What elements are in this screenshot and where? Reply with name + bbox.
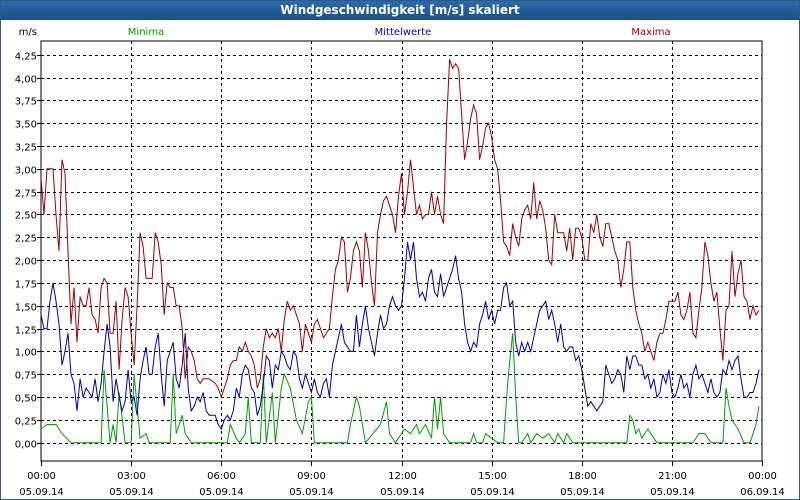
y-axis-label: m/s bbox=[19, 27, 37, 38]
series-line-maxima bbox=[40, 59, 760, 399]
series-line-minima bbox=[40, 333, 760, 444]
x-tick-label-date: 05.09.14 bbox=[380, 487, 425, 498]
y-tick-label: 4,00 bbox=[15, 75, 37, 86]
y-tick-label: 2,50 bbox=[15, 211, 37, 222]
plot-area bbox=[40, 40, 763, 462]
y-tick-label: 3,75 bbox=[15, 97, 37, 108]
x-tick-label-date: 05.09.14 bbox=[19, 487, 64, 498]
x-tick-label-time: 03:00 bbox=[117, 471, 146, 482]
legend-entry-maxima: Maxima bbox=[631, 27, 670, 38]
y-tick-label: 0,25 bbox=[15, 417, 37, 428]
y-tick-label: 3,25 bbox=[15, 143, 37, 154]
x-tick-label-date: 05.09.14 bbox=[289, 487, 334, 498]
y-tick-label: 1,00 bbox=[15, 348, 37, 359]
x-tick-label-time: 21:00 bbox=[658, 471, 687, 482]
x-tick-label-time: 12:00 bbox=[388, 471, 417, 482]
x-tick-label-date: 05.09.14 bbox=[470, 487, 515, 498]
y-tick-label: 2,75 bbox=[15, 189, 37, 200]
x-tick-label-time: 09:00 bbox=[297, 471, 326, 482]
x-tick-label-date: 05.09.14 bbox=[650, 487, 695, 498]
x-tick-label-time: 15:00 bbox=[478, 471, 507, 482]
y-tick-label: 2,00 bbox=[15, 257, 37, 268]
y-tick-label: 2,25 bbox=[15, 234, 37, 245]
y-tick-label: 1,75 bbox=[15, 280, 37, 291]
series-line-mittelwerte bbox=[40, 241, 760, 431]
x-tick-label-time: 00:00 bbox=[748, 471, 777, 482]
x-tick-label-date: 05.09.14 bbox=[560, 487, 605, 498]
x-tick-label-time: 06:00 bbox=[207, 471, 236, 482]
y-tick-label: 4,25 bbox=[15, 52, 37, 63]
y-tick-label: 3,50 bbox=[15, 120, 37, 131]
y-tick-label: 1,50 bbox=[15, 303, 37, 314]
y-tick-label: 0,00 bbox=[15, 440, 37, 451]
x-tick-label-time: 00:00 bbox=[27, 471, 56, 482]
x-tick-label-time: 18:00 bbox=[568, 471, 597, 482]
y-tick-label: 0,50 bbox=[15, 394, 37, 405]
x-tick-label-date: 05.09.14 bbox=[199, 487, 244, 498]
y-tick-label: 1,25 bbox=[15, 326, 37, 337]
legend-entry-mittelwerte: Mittelwerte bbox=[375, 27, 432, 38]
x-tick-label-date: 06.09.14 bbox=[740, 487, 785, 498]
y-tick-label: 0,75 bbox=[15, 371, 37, 382]
x-tick-label-date: 05.09.14 bbox=[109, 487, 154, 498]
window-title: Windgeschwindigkeit [m/s] skaliert bbox=[1, 1, 799, 20]
y-tick-label: 3,00 bbox=[15, 166, 37, 177]
legend-entry-minima: Minima bbox=[128, 27, 164, 38]
